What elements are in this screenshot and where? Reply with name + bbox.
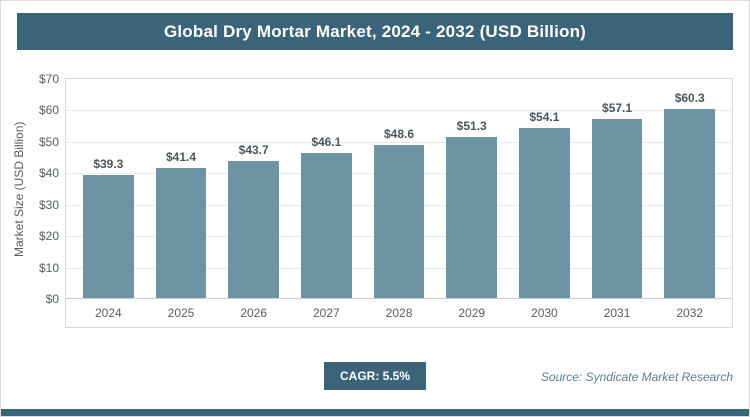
bar-group: $48.6: [363, 79, 436, 298]
bar-value-label: $46.1: [311, 135, 342, 150]
bar-group: $39.3: [72, 79, 145, 298]
gridline: [66, 110, 732, 112]
chart-region: Market Size (USD Billion) $0 $10 $20 $30 $40…: [9, 72, 733, 328]
bar-value-label: $57.1: [602, 100, 633, 115]
cagr-badge: CAGR: 5.5%: [323, 362, 427, 390]
bar: [591, 118, 643, 298]
y-axis-ticks: $0 $10 $20 $30 $40 $50 $60 $70: [29, 72, 65, 306]
x-tick-label: 2028: [385, 306, 413, 320]
chart-box: $39.3 $41.4 $43.7 $46.1 $48.6 $51.3 $54.1 $57.1…: [65, 78, 733, 328]
bar-value-label: $39.3: [93, 156, 124, 171]
x-tick-label: 2029: [458, 306, 486, 320]
y-tick-label: $20: [38, 229, 59, 244]
chart-title: Global Dry Mortar Market, 2024 - 2032 (U…: [163, 21, 587, 41]
bottom-accent-strip: [1, 409, 749, 416]
bar-group: $43.7: [217, 79, 290, 298]
bar-group: $57.1: [581, 79, 654, 298]
x-tick-label: 2031: [603, 306, 631, 320]
x-tick-label: 2026: [240, 306, 268, 320]
y-tick-label: $10: [38, 260, 59, 275]
y-axis-title: Market Size (USD Billion): [12, 121, 26, 257]
bar: [518, 127, 570, 298]
y-tick-label: $40: [38, 166, 59, 181]
bar-group: $51.3: [435, 79, 508, 298]
y-tick-label: $60: [38, 103, 59, 118]
bar-value-label: $51.3: [456, 118, 487, 133]
chart-title-bar: Global Dry Mortar Market, 2024 - 2032 (U…: [17, 13, 733, 50]
bar-group: $46.1: [290, 79, 363, 298]
bar: [82, 174, 134, 298]
y-tick-label: $30: [38, 197, 59, 212]
x-axis-labels: 2024 2025 2026 2027 2028 2029 2030 2031 2032: [66, 299, 732, 327]
bar-value-label: $54.1: [529, 109, 560, 124]
gridline: [66, 141, 732, 143]
bar-value-label: $60.3: [674, 90, 705, 105]
bar-value-label: $48.6: [384, 127, 415, 142]
bar: [373, 145, 425, 298]
y-tick-label: $50: [38, 134, 59, 149]
bar-group: $54.1: [508, 79, 581, 298]
bar-value-label: $43.7: [238, 142, 269, 157]
bar: [228, 160, 280, 298]
x-tick-label: 2030: [531, 306, 558, 320]
bar-group: $60.3: [653, 79, 726, 298]
plot-area: $39.3 $41.4 $43.7 $46.1 $48.6 $51.3 $54.1 $57.1…: [66, 79, 732, 299]
x-tick-label: 2024: [94, 306, 122, 320]
x-tick-label: 2025: [167, 306, 195, 320]
x-tick-label: 2032: [676, 306, 704, 320]
x-tick-label: 2027: [313, 306, 340, 320]
bar-value-label: $41.4: [165, 149, 197, 164]
chart-footer: CAGR: 5.5% Source: Syndicate Market Rese…: [1, 362, 749, 392]
bar: [300, 153, 352, 298]
bar: [446, 136, 498, 298]
bar: [155, 167, 207, 298]
bar: [664, 108, 716, 298]
y-tick-label: $0: [45, 292, 59, 306]
bar-group: $41.4: [145, 79, 218, 298]
source-attribution: Source: Syndicate Market Research: [540, 370, 733, 384]
y-tick-label: $70: [38, 72, 59, 86]
